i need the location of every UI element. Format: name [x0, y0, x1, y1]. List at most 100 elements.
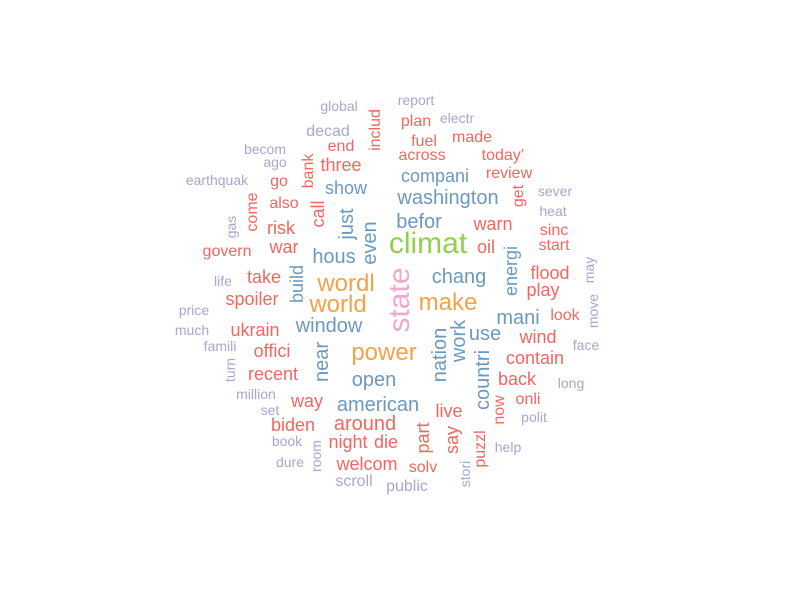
word-govern: govern	[202, 243, 252, 260]
word-live: live	[435, 401, 463, 421]
word-call: call	[308, 200, 328, 228]
word-three: three	[320, 155, 362, 175]
word-go: go	[270, 173, 288, 190]
word-look: look	[550, 307, 580, 324]
word-room: room	[308, 440, 324, 472]
word-fuel: fuel	[411, 133, 437, 150]
word-come: come	[244, 192, 261, 232]
word-plan: plan	[400, 113, 432, 130]
word-earthquak: earthquak	[185, 172, 249, 188]
word-across: across	[398, 147, 446, 164]
word-start: start	[538, 237, 570, 254]
word-life: life	[214, 273, 232, 289]
word-power: power	[351, 339, 417, 366]
word-risk: risk	[267, 218, 295, 238]
word-may: may	[581, 256, 597, 284]
word-face: face	[572, 337, 600, 353]
word-offici: offici	[253, 341, 291, 361]
word-state: state	[383, 267, 416, 333]
word-world: world	[309, 291, 367, 318]
word-sinc: sinc	[539, 222, 569, 239]
word-washington: washington	[397, 187, 499, 209]
word-back: back	[497, 369, 537, 389]
word-hous: hous	[312, 246, 356, 268]
word-near: near	[311, 341, 333, 383]
word-includ: includ	[367, 109, 384, 151]
word-report: report	[397, 92, 435, 108]
word-warn: warn	[473, 214, 513, 234]
word-get: get	[510, 184, 527, 208]
word-war: war	[269, 237, 299, 257]
word-global: global	[320, 98, 358, 114]
word-million: million	[236, 386, 276, 402]
word-take: take	[246, 267, 282, 287]
word-chang: chang	[431, 266, 487, 288]
word-now: now	[491, 395, 508, 425]
word-befor: befor	[396, 211, 442, 233]
word-window: window	[295, 315, 363, 337]
word-play: play	[526, 280, 560, 300]
word-review: review	[485, 165, 533, 182]
word-biden: biden	[270, 415, 316, 435]
word-spoiler: spoiler	[225, 289, 279, 309]
word-turn: turn	[222, 357, 238, 383]
word-wordl: wordl	[317, 270, 375, 297]
word-welcom: welcom	[336, 454, 398, 474]
word-becom: becom	[243, 141, 287, 157]
word-use: use	[468, 323, 502, 345]
word-heat: heat	[539, 203, 567, 219]
word-scroll: scroll	[335, 473, 373, 490]
word-die: die	[373, 432, 399, 452]
word-sever: sever	[537, 183, 573, 199]
word-move: move	[585, 293, 601, 329]
word-even: even	[359, 221, 381, 265]
word-make: make	[418, 289, 478, 316]
word-contain: contain	[505, 348, 565, 368]
word-puzzl: puzzl	[472, 430, 489, 468]
word-set: set	[260, 402, 280, 418]
word-nation: nation	[429, 327, 451, 383]
word-electr: electr	[439, 110, 475, 126]
word-stori: stori	[457, 460, 473, 488]
word-help: help	[494, 439, 522, 455]
word-compani: compani	[400, 166, 470, 186]
word-ago: ago	[263, 154, 287, 170]
word-oil: oil	[476, 237, 496, 257]
word-decad: decad	[306, 123, 350, 140]
word-night: night	[328, 432, 368, 452]
word-american: american	[336, 394, 420, 416]
word-open: open	[351, 369, 397, 391]
word-polit: polit	[521, 409, 547, 425]
word-around: around	[333, 413, 397, 435]
word-wind: wind	[519, 327, 557, 347]
word-way: way	[290, 391, 324, 411]
word-recent: recent	[247, 364, 299, 384]
word-say: say	[442, 425, 462, 455]
word-build: build	[287, 264, 307, 304]
word-much: much	[174, 322, 210, 338]
word-solv: solv	[408, 459, 438, 476]
word-work: work	[448, 319, 470, 363]
word-flood: flood	[530, 263, 570, 283]
word-bank: bank	[300, 153, 317, 189]
word-today: today’	[481, 147, 525, 164]
word-public: public	[386, 478, 428, 495]
word-mani: mani	[496, 307, 540, 329]
word-gas: gas	[223, 215, 239, 239]
word-part: part	[413, 422, 433, 454]
word-ukrain: ukrain	[230, 320, 280, 340]
word-just: just	[336, 208, 358, 240]
word-end: end	[327, 138, 355, 155]
word-made: made	[451, 129, 493, 146]
word-energi: energi	[501, 245, 521, 297]
word-long: long	[557, 375, 585, 391]
word-dure: dure	[275, 454, 305, 470]
word-countri: countri	[472, 349, 494, 411]
word-show: show	[324, 178, 368, 198]
word-climat: climat	[388, 227, 468, 260]
word-also: also	[269, 195, 299, 212]
word-book: book	[271, 433, 303, 449]
word-famili: famili	[203, 338, 237, 354]
word-onli: onli	[515, 391, 541, 408]
